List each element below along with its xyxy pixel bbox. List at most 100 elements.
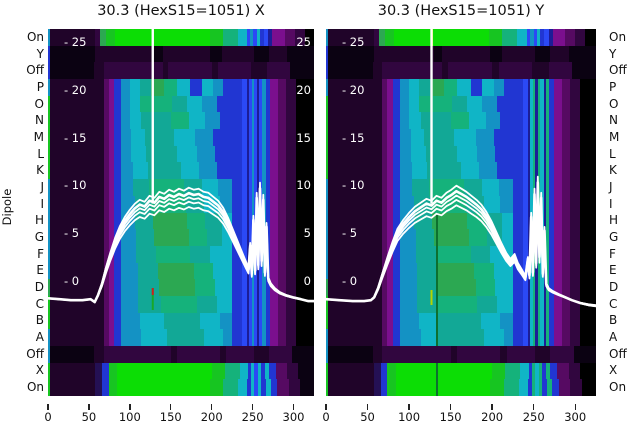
heatmap-cell <box>114 245 122 264</box>
heatmap-cell <box>246 179 250 197</box>
heatmap-cell <box>249 295 253 314</box>
heatmap-cell <box>575 29 586 47</box>
heatmap-cell <box>512 162 524 180</box>
heatmap-cell <box>49 312 105 330</box>
heatmap-cell <box>93 62 105 80</box>
heatmap-cell <box>419 79 432 97</box>
inner-y-tick-label-left: - 0 <box>64 274 80 288</box>
heatmap-cell <box>561 79 571 97</box>
heatmap-cell <box>438 279 476 297</box>
x-tick <box>251 404 254 410</box>
heatmap-cell <box>103 162 109 180</box>
heatmap-cell <box>251 329 255 347</box>
heatmap-cell <box>195 279 216 297</box>
heatmap-cell <box>213 79 224 97</box>
heatmap-cell <box>493 262 514 280</box>
heatmap-cell <box>95 45 155 64</box>
heatmap-cell <box>561 329 571 347</box>
heatmap-cell <box>48 295 51 314</box>
heatmap-cell <box>327 129 383 147</box>
heatmap-cell <box>327 162 383 180</box>
heatmap-cell <box>453 129 476 147</box>
heatmap-cell <box>387 262 394 280</box>
heatmap-cell <box>549 312 555 330</box>
row-label-right-Off: Off <box>609 346 627 361</box>
heatmap-cell <box>265 312 271 330</box>
heatmap-cell <box>265 379 271 396</box>
heatmap-cell <box>535 345 551 364</box>
heatmap-cell <box>286 229 297 247</box>
heatmap-cell <box>546 179 550 197</box>
heatmap-cell <box>433 29 490 47</box>
heatmap-cell <box>482 79 495 97</box>
heatmap-cell <box>409 112 422 130</box>
heatmap-cell <box>468 229 488 247</box>
heatmap-cell <box>265 145 271 164</box>
heatmap-cell <box>442 45 491 64</box>
heatmap-cell <box>382 162 388 180</box>
heatmap-cell <box>249 95 253 114</box>
heatmap-cell <box>216 295 233 314</box>
heatmap-cell <box>327 312 383 330</box>
heatmap-cell <box>254 129 258 147</box>
heatmap-cell <box>129 79 141 97</box>
heatmap-row-O <box>48 95 314 114</box>
heatmap-cell <box>561 162 571 180</box>
heatmap-cell <box>108 312 115 330</box>
heatmap-cell <box>549 329 555 347</box>
heatmap-cell <box>415 245 437 264</box>
heatmap-cell <box>48 195 51 214</box>
heatmap-cell <box>512 279 524 297</box>
heatmap-cell <box>48 179 51 197</box>
heatmap-cell <box>326 162 329 180</box>
heatmap-cell <box>399 295 418 314</box>
heatmap-cell <box>580 312 596 330</box>
heatmap-cell <box>265 179 271 197</box>
heatmap-cell <box>326 179 329 197</box>
x-tick-label: 150 <box>159 410 182 424</box>
heatmap-cell <box>483 195 501 214</box>
heatmap-cell <box>535 95 539 114</box>
heatmap-cell <box>246 145 250 164</box>
heatmap-cell <box>549 245 555 264</box>
heatmap-cell <box>387 195 394 214</box>
heatmap-cell <box>277 312 287 330</box>
heatmap-cell <box>546 162 550 180</box>
heatmap-cell <box>522 95 529 114</box>
heatmap-cell <box>460 162 480 180</box>
heatmap-cell <box>49 162 105 180</box>
heatmap-cell <box>120 95 131 114</box>
heatmap-cell <box>382 62 443 80</box>
heatmap-cell <box>250 29 254 47</box>
heatmap-cell <box>430 79 445 97</box>
heatmap-cell <box>393 79 401 97</box>
heatmap-cell <box>570 179 581 197</box>
heatmap-cell <box>537 95 541 114</box>
heatmap-cell <box>543 329 547 347</box>
heatmap-cell <box>553 295 563 314</box>
heatmap-cell <box>277 95 287 114</box>
heatmap-cell <box>269 79 279 97</box>
heatmap-cell <box>399 329 422 347</box>
heatmap-cell <box>49 129 105 147</box>
x-tick-label: 0 <box>44 410 52 424</box>
heatmap-cell <box>232 329 243 347</box>
heatmap-cell <box>286 129 297 147</box>
heatmap-cell <box>561 212 571 230</box>
heatmap-cell <box>505 362 521 380</box>
heatmap-cell <box>103 212 109 230</box>
heatmap-cell <box>120 279 139 297</box>
heatmap-cell <box>286 295 297 314</box>
heatmap-cell <box>210 29 224 47</box>
heatmap-cell <box>295 279 314 297</box>
heatmap-cell <box>399 129 412 147</box>
heatmap-cell <box>226 345 255 364</box>
heatmap-cell <box>540 312 545 330</box>
heatmap-cell <box>232 112 243 130</box>
heatmap-cell <box>393 212 401 230</box>
heatmap-cell <box>561 279 571 297</box>
heatmap-cell <box>49 195 105 214</box>
heatmap-cell <box>387 329 394 347</box>
beam-trace <box>48 181 314 304</box>
heatmap-cell <box>275 362 288 380</box>
